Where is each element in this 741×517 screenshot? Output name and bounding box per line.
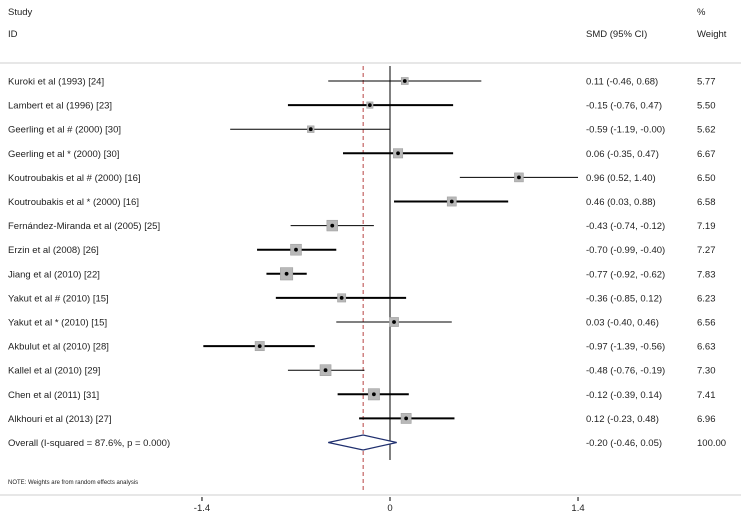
header-smd: SMD (95% CI) (586, 29, 647, 40)
ci-value: -0.15 (-0.76, 0.47) (586, 101, 662, 112)
x-tick-label: 0 (387, 503, 392, 514)
ci-value: 0.96 (0.52, 1.40) (586, 173, 656, 184)
ci-value: -0.12 (-0.39, 0.14) (586, 390, 662, 401)
weight-value: 7.19 (697, 221, 716, 232)
x-axis: -1.4 0 1.4 (194, 497, 585, 514)
study-label: Lambert et al (1996) [23] (8, 101, 112, 112)
study-label: Koutroubakis et al # (2000) [16] (8, 173, 141, 184)
study-label: Fernández-Miranda et al (2005) [25] (8, 221, 160, 232)
weight-value: 6.96 (697, 414, 716, 425)
study-label: Yakut et al * (2010) [15] (8, 318, 107, 329)
weight-value: 6.63 (697, 342, 716, 353)
point-estimate (257, 344, 262, 348)
point-estimate (323, 368, 328, 373)
weight-value: 6.58 (697, 197, 716, 208)
ci-value: -0.36 (-0.85, 0.12) (586, 293, 662, 304)
x-tick-label: -1.4 (194, 503, 210, 514)
weight-value: 6.50 (697, 173, 716, 184)
study-label: Koutroubakis et al * (2000) [16] (8, 197, 139, 208)
weight-value: 5.50 (697, 101, 716, 112)
header-id: ID (8, 29, 18, 40)
point-estimate (396, 151, 400, 156)
ci-value: 0.11 (-0.46, 0.68) (586, 77, 658, 88)
weights-note: NOTE: Weights are from random effects an… (8, 480, 138, 486)
ci-value: -0.43 (-0.74, -0.12) (586, 221, 665, 232)
study-label: Yakut et al # (2010) [15] (8, 293, 109, 304)
weight-value: 7.27 (697, 245, 716, 256)
study-label: Kuroki et al (1993) [24] (8, 77, 104, 88)
point-estimate (402, 79, 407, 83)
weight-value: 7.83 (697, 269, 716, 280)
weight-value: 6.67 (697, 149, 716, 160)
weight-value: 6.56 (697, 318, 716, 329)
point-estimate (449, 199, 454, 204)
ci-value: 0.12 (-0.23, 0.48) (586, 414, 659, 425)
weight-value: 5.77 (697, 77, 716, 88)
study-label: Geerling et al * (2000) [30] (8, 149, 119, 160)
point-estimate (517, 175, 521, 180)
ci-value: 0.46 (0.03, 0.88) (586, 197, 656, 208)
point-estimate (392, 320, 396, 324)
ci-value: 0.03 (-0.40, 0.46) (586, 318, 659, 329)
header-percent: % (697, 7, 706, 18)
overall-diamond (328, 434, 397, 451)
study-label: Erzin et al (2008) [26] (8, 245, 99, 256)
study-label: Geerling et al # (2000) [30] (8, 125, 121, 136)
header-weight: Weight (697, 29, 727, 40)
study-rows: Kuroki et al (1993) [24] 0.11 (-0.46, 0.6… (8, 66, 726, 492)
ci-value: -0.97 (-1.39, -0.56) (586, 342, 665, 353)
study-label: Kallel et al (2010) [29] (8, 366, 100, 377)
study-label: Chen et al (2011) [31] (8, 390, 99, 401)
x-tick-label: 1.4 (571, 503, 584, 514)
point-estimate (308, 127, 313, 132)
ci-value: -0.59 (-1.19, -0.00) (586, 125, 665, 136)
point-estimate (330, 223, 335, 228)
point-estimate (367, 103, 372, 107)
point-estimate (404, 416, 409, 421)
point-estimate (371, 392, 376, 397)
overall-label: Overall (I-squared = 87.6%, p = 0.000) (8, 438, 170, 449)
ci-value: -0.77 (-0.92, -0.62) (586, 269, 665, 280)
weight-value: 6.23 (697, 293, 716, 304)
weight-value: 5.62 (697, 125, 716, 136)
overall-weight-value: 100.00 (697, 438, 726, 449)
study-label: Akbulut et al (2010) [28] (8, 342, 109, 353)
ci-value: 0.06 (-0.35, 0.47) (586, 149, 659, 160)
study-label: Jiang et al (2010) [22] (8, 269, 100, 280)
weight-value: 7.41 (697, 390, 716, 401)
study-label: Alkhouri et al (2013) [27] (8, 414, 112, 425)
point-estimate (294, 247, 298, 252)
point-estimate (284, 271, 289, 276)
weight-value: 7.30 (697, 366, 716, 377)
ci-value: -0.70 (-0.99, -0.40) (586, 245, 665, 256)
point-estimate (339, 296, 344, 300)
overall-ci-value: -0.20 (-0.46, 0.05) (586, 438, 662, 449)
header-study: Study (8, 7, 33, 18)
ci-value: -0.48 (-0.76, -0.19) (586, 366, 665, 377)
